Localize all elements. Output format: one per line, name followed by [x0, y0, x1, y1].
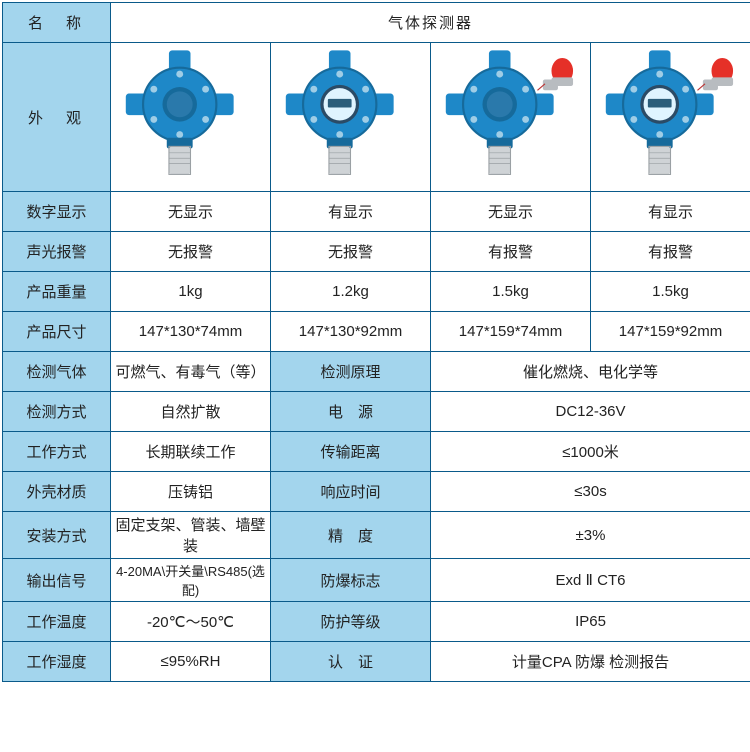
label2-2-r: 传输距离: [271, 432, 431, 472]
value-0-0: 无显示: [111, 192, 271, 232]
product-image: [435, 45, 586, 185]
value-0-2: 无显示: [431, 192, 591, 232]
label-2: 产品重量: [3, 272, 111, 312]
value2-2-l: 长期联续工作: [111, 432, 271, 472]
value-2-0: 1kg: [111, 272, 271, 312]
value2-1-l: 自然扩散: [111, 392, 271, 432]
label2-5-r: 防爆标志: [271, 559, 431, 602]
value2-4-l: 固定支架、管装、墙壁装: [111, 512, 271, 559]
label2-5-l: 输出信号: [3, 559, 111, 602]
value-1-3: 有报警: [591, 232, 750, 272]
product-image: [275, 45, 426, 185]
appearance-cell-3: [591, 43, 750, 192]
appearance-cell-2: [431, 43, 591, 192]
label-3: 产品尺寸: [3, 312, 111, 352]
label2-0-r: 检测原理: [271, 352, 431, 392]
appearance-cell-0: [111, 43, 271, 192]
label-name: 名 称: [3, 3, 111, 43]
label2-3-r: 响应时间: [271, 472, 431, 512]
value-name: 气体探测器: [111, 3, 750, 43]
value2-3-r: ≤30s: [431, 472, 750, 512]
label2-1-r: 电 源: [271, 392, 431, 432]
value2-6-l: -20℃～50℃: [111, 602, 271, 642]
label2-6-r: 防护等级: [271, 602, 431, 642]
value2-7-r: 计量CPA 防爆 检测报告: [431, 642, 750, 682]
value2-5-r: Exd Ⅱ CT6: [431, 559, 750, 602]
value-1-0: 无报警: [111, 232, 271, 272]
product-image: [595, 45, 746, 185]
value-3-2: 147*159*74mm: [431, 312, 591, 352]
label-1: 声光报警: [3, 232, 111, 272]
value-1-2: 有报警: [431, 232, 591, 272]
value-2-3: 1.5kg: [591, 272, 750, 312]
value-3-0: 147*130*74mm: [111, 312, 271, 352]
label2-0-l: 检测气体: [3, 352, 111, 392]
value-0-3: 有显示: [591, 192, 750, 232]
value2-0-l: 可燃气、有毒气（等）: [111, 352, 271, 392]
label-appearance: 外 观: [3, 43, 111, 192]
value2-0-r: 催化燃烧、电化学等: [431, 352, 750, 392]
value2-6-r: IP65: [431, 602, 750, 642]
label2-7-l: 工作湿度: [3, 642, 111, 682]
value2-4-r: ±3%: [431, 512, 750, 559]
value-1-1: 无报警: [271, 232, 431, 272]
value2-5-l: 4-20MA\开关量\RS485(选配): [111, 559, 271, 602]
label2-1-l: 检测方式: [3, 392, 111, 432]
label2-4-r: 精 度: [271, 512, 431, 559]
value-0-1: 有显示: [271, 192, 431, 232]
label2-7-r: 认 证: [271, 642, 431, 682]
label-0: 数字显示: [3, 192, 111, 232]
value2-7-l: ≤95%RH: [111, 642, 271, 682]
value-2-2: 1.5kg: [431, 272, 591, 312]
value2-1-r: DC12-36V: [431, 392, 750, 432]
label2-6-l: 工作温度: [3, 602, 111, 642]
product-image: [115, 45, 266, 185]
label2-2-l: 工作方式: [3, 432, 111, 472]
value2-3-l: 压铸铝: [111, 472, 271, 512]
value-3-3: 147*159*92mm: [591, 312, 750, 352]
value-2-1: 1.2kg: [271, 272, 431, 312]
value2-2-r: ≤1000米: [431, 432, 750, 472]
label2-4-l: 安装方式: [3, 512, 111, 559]
spec-table: 名 称 气体探测器 外 观: [2, 2, 750, 682]
appearance-cell-1: [271, 43, 431, 192]
label2-3-l: 外壳材质: [3, 472, 111, 512]
value-3-1: 147*130*92mm: [271, 312, 431, 352]
